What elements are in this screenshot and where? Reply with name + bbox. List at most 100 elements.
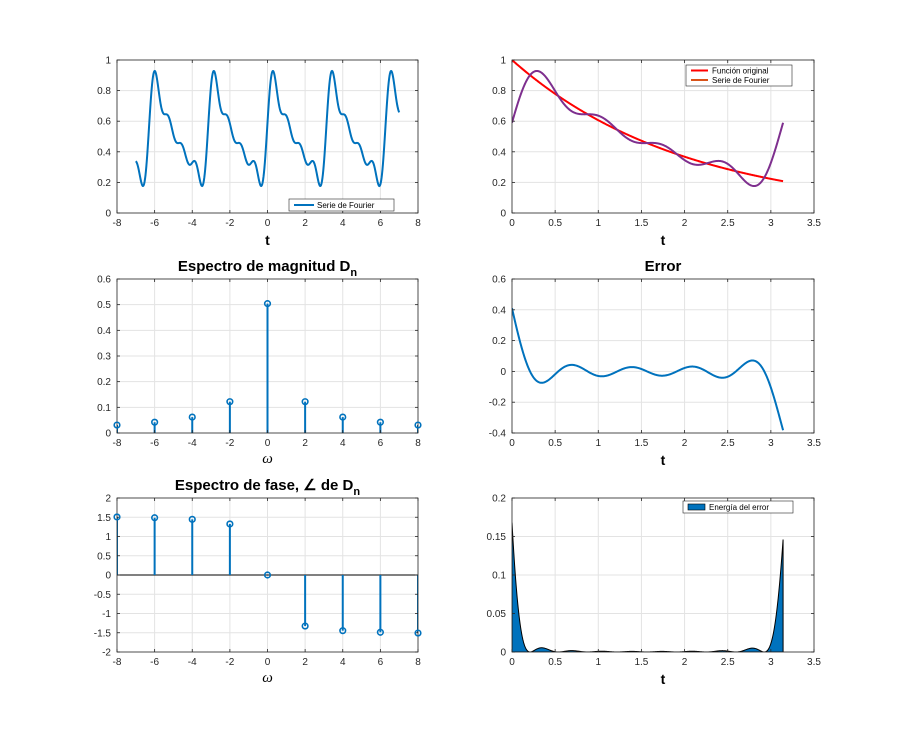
y-tick-label: 0.2 bbox=[97, 178, 111, 189]
axes-magnitude: -8 -6 -4 -2 0 2 4 6 8 0 0.1 0.2 0.3 0.4 0.5 0.6 ω Espectr… bbox=[97, 258, 421, 467]
stem-marker bbox=[376, 628, 384, 636]
x-tick-label: -2 bbox=[225, 657, 234, 668]
y-tick-label: 0.1 bbox=[97, 403, 111, 414]
x-tick-label: 6 bbox=[378, 218, 384, 229]
x-tick-label: 4 bbox=[340, 438, 346, 449]
stem-marker bbox=[151, 514, 159, 522]
x-tick-label: 0 bbox=[509, 218, 515, 229]
stem-marker bbox=[414, 421, 422, 429]
y-tick-label: 0.5 bbox=[97, 551, 111, 562]
axes-phase: -8 -6 -4 -2 0 2 4 6 8 -2 -1.5 -1 -0.5 0 0.5 1 1.5 2 ω Espec… bbox=[94, 477, 421, 686]
y-tick-label: -1.5 bbox=[94, 628, 112, 639]
chart-title: Espectro de fase, ∠ de Dn bbox=[175, 477, 361, 498]
y-tick-label: 0.15 bbox=[487, 532, 507, 543]
legend-label: Función original bbox=[712, 67, 769, 76]
x-tick-label: 8 bbox=[415, 438, 421, 449]
data-layer bbox=[512, 60, 785, 188]
axes-error: 0 0.5 1 1.5 2 2.5 3 3.5 -0.4 -0.2 0 0.2 0.4 0.6 t Error bbox=[489, 258, 822, 468]
x-tick-label: 0 bbox=[509, 657, 515, 668]
legend-box bbox=[682, 500, 794, 514]
x-axis-label: t bbox=[265, 232, 270, 248]
y-tick-label: 0.6 bbox=[97, 117, 111, 128]
data-layer bbox=[512, 308, 785, 431]
x-tick-label: -4 bbox=[188, 218, 197, 229]
stem-marker bbox=[113, 513, 121, 521]
x-tick-label: 2 bbox=[682, 218, 688, 229]
y-tick-label: 0.4 bbox=[97, 147, 111, 158]
x-tick-label: 3 bbox=[768, 218, 774, 229]
title-main: Espectro de magnitud D bbox=[178, 258, 351, 275]
y-tick-label: 0.3 bbox=[97, 352, 111, 363]
stem-marker bbox=[188, 515, 196, 523]
y-tick-label: 0.2 bbox=[97, 377, 111, 388]
stem-marker bbox=[188, 413, 196, 421]
y-tick-label: -0.4 bbox=[489, 429, 507, 440]
x-tick-label: 1 bbox=[596, 657, 602, 668]
x-tick-label: 0.5 bbox=[548, 657, 562, 668]
stem-marker bbox=[151, 418, 159, 426]
x-tick-label: 4 bbox=[340, 657, 346, 668]
series-line-0 bbox=[135, 69, 401, 188]
x-tick-label: 4 bbox=[340, 218, 346, 229]
y-tick-label: 0.8 bbox=[492, 86, 506, 97]
title-subscript: n bbox=[353, 486, 360, 498]
chart-title: Error bbox=[645, 258, 682, 275]
y-tick-label: 1 bbox=[105, 532, 111, 543]
y-tick-label: 0 bbox=[105, 429, 111, 440]
x-tick-label: 6 bbox=[378, 657, 384, 668]
series-line-0 bbox=[512, 308, 785, 431]
x-tick-label: 3 bbox=[768, 657, 774, 668]
x-tick-label: 1.5 bbox=[634, 438, 648, 449]
y-tick-label: 0.4 bbox=[492, 305, 506, 316]
y-tick-label: 0.8 bbox=[97, 86, 111, 97]
y-tick-label: 0.2 bbox=[492, 178, 506, 189]
x-tick-label: -2 bbox=[225, 218, 234, 229]
legend-label: Serie de Fourier bbox=[317, 201, 375, 210]
y-tick-label: 0.1 bbox=[492, 571, 506, 582]
axes-box bbox=[511, 278, 815, 434]
y-tick-label: 2 bbox=[105, 494, 111, 505]
stem-marker bbox=[263, 300, 272, 308]
x-tick-label: -8 bbox=[113, 218, 122, 229]
y-tick-label: 0 bbox=[105, 571, 111, 582]
x-tick-label: -6 bbox=[150, 657, 159, 668]
y-tick-label: -2 bbox=[102, 648, 111, 659]
stem-marker bbox=[339, 627, 347, 635]
x-axis-label: ω bbox=[262, 451, 273, 467]
x-axis-label: ω bbox=[262, 670, 273, 686]
stem-marker bbox=[226, 520, 234, 528]
x-tick-label: 2.5 bbox=[721, 218, 735, 229]
series-line-1 bbox=[512, 69, 785, 188]
x-tick-label: 0 bbox=[265, 657, 271, 668]
axes-energy: 0 0.5 1 1.5 2 2.5 3 3.5 0 0.05 0.1 0.15 0.2 t Energía … bbox=[487, 494, 822, 688]
stem-marker bbox=[301, 622, 309, 630]
x-tick-label: -2 bbox=[225, 438, 234, 449]
y-tick-label: 1 bbox=[105, 56, 111, 67]
x-tick-label: 1 bbox=[596, 438, 602, 449]
y-tick-label: 0.4 bbox=[97, 326, 111, 337]
y-tick-label: 0.6 bbox=[97, 275, 111, 286]
y-tick-label: -1 bbox=[102, 609, 111, 620]
y-tick-label: 0.6 bbox=[492, 117, 506, 128]
x-tick-label: -6 bbox=[150, 438, 159, 449]
x-tick-label: 6 bbox=[378, 438, 384, 449]
stem-marker bbox=[376, 418, 384, 426]
y-tick-label: 0.05 bbox=[487, 609, 507, 620]
x-tick-label: 0.5 bbox=[548, 218, 562, 229]
x-tick-label: 0 bbox=[265, 438, 271, 449]
stem-marker bbox=[226, 398, 234, 406]
x-tick-label: 0 bbox=[265, 218, 271, 229]
y-tick-label: 0.5 bbox=[97, 300, 111, 311]
x-tick-label: -4 bbox=[188, 657, 197, 668]
x-tick-label: -8 bbox=[113, 438, 122, 449]
x-tick-label: -6 bbox=[150, 218, 159, 229]
x-tick-label: -8 bbox=[113, 657, 122, 668]
x-tick-label: 2.5 bbox=[721, 438, 735, 449]
x-tick-label: 3 bbox=[768, 438, 774, 449]
legend-swatch bbox=[687, 503, 706, 511]
x-tick-label: 0.5 bbox=[548, 438, 562, 449]
legend-label: Serie de Fourier bbox=[712, 76, 770, 85]
axes-compare: 0 0.5 1 1.5 2 2.5 3 3.5 0 0.2 0.4 0.6 0.8 1 t Función o… bbox=[492, 56, 821, 249]
axes-fourier: -8 -6 -4 -2 0 2 4 6 8 0 0.2 0.4 0.6 0.8 1 t Serie de Fou… bbox=[97, 56, 421, 249]
y-tick-label: 0 bbox=[105, 209, 111, 220]
